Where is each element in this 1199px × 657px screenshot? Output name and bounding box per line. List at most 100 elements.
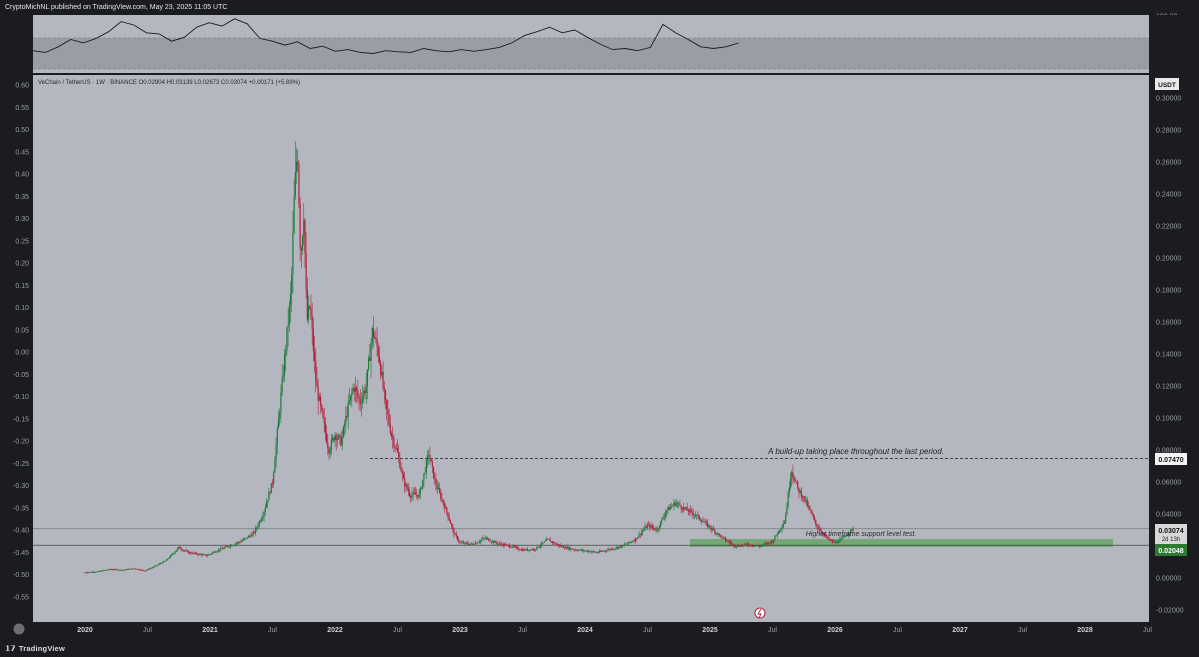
- candle-body: [782, 523, 784, 527]
- candle-body: [697, 514, 699, 516]
- candle-body: [801, 497, 804, 498]
- candle-body: [557, 544, 560, 546]
- candle-body: [174, 551, 176, 554]
- candle-body: [404, 478, 406, 487]
- candle-body: [222, 548, 224, 550]
- candle-body: [767, 542, 769, 544]
- support-annotation: Higher timeframe support level test.: [806, 531, 917, 538]
- bar-countdown: 2d 13h: [1162, 537, 1180, 543]
- candle-body: [615, 547, 617, 549]
- candle-body: [252, 532, 254, 534]
- left-tick-label: 0.10: [15, 305, 29, 312]
- time-tick-label: 2021: [202, 627, 218, 634]
- candle-body: [231, 545, 233, 547]
- candle-body: [852, 529, 854, 531]
- candle-body: [322, 409, 324, 418]
- candle-body: [530, 549, 532, 551]
- candle-body: [318, 396, 320, 401]
- candle-body: [578, 550, 580, 551]
- candle-body: [563, 547, 566, 549]
- candle-body: [710, 527, 712, 530]
- support-zone[interactable]: [690, 539, 1113, 547]
- candle-body: [98, 571, 101, 572]
- candle-body: [735, 546, 738, 548]
- candle-body: [845, 535, 847, 537]
- candle-body: [571, 548, 573, 550]
- time-tick-label: 2025: [702, 627, 718, 634]
- candle-body: [221, 548, 223, 549]
- candle-body: [483, 538, 485, 539]
- candle-body: [565, 546, 567, 549]
- candle-body: [756, 545, 758, 546]
- chart-area[interactable]: 100.0075.0050.0025.00 0.600.550.500.450.…: [0, 0, 1199, 640]
- left-tick-label: 0.60: [15, 83, 29, 90]
- candle-body: [151, 567, 153, 569]
- brand-name: TradingView: [18, 644, 66, 653]
- candle-body: [622, 545, 625, 546]
- candle-body: [688, 509, 691, 512]
- candle-body: [455, 534, 457, 537]
- candle-body: [656, 528, 658, 531]
- candle-body: [234, 543, 236, 545]
- candle-body: [526, 548, 528, 551]
- candle-body: [440, 492, 442, 499]
- candle-body: [682, 507, 685, 510]
- candle-body: [822, 533, 824, 535]
- candle-body: [376, 338, 378, 347]
- candle-body: [423, 473, 425, 480]
- candle-body: [429, 455, 431, 460]
- candle-body: [164, 560, 167, 562]
- candle-body: [328, 448, 330, 454]
- candle-body: [244, 538, 246, 540]
- candle-body: [267, 500, 269, 504]
- candle-body: [191, 553, 193, 555]
- candle-body: [675, 503, 677, 506]
- candle-body: [791, 472, 793, 479]
- candle-body: [775, 535, 777, 537]
- candle-body: [316, 381, 318, 388]
- candle-body: [362, 396, 364, 404]
- candle-body: [494, 541, 496, 543]
- resistance-badge: [1155, 453, 1187, 465]
- candle-body: [368, 357, 370, 370]
- candle-body: [282, 375, 284, 378]
- candle-body: [259, 520, 262, 522]
- candle-body: [95, 571, 97, 573]
- tradingview-logo[interactable]: 𝟭𝟳 TradingView: [5, 640, 65, 657]
- candle-body: [473, 544, 476, 546]
- candle-body: [466, 542, 468, 545]
- candle-body: [643, 529, 645, 531]
- candle-body: [640, 532, 643, 535]
- candle-body: [315, 360, 317, 382]
- candle-body: [406, 484, 408, 490]
- symbol-info: VeChain / TetherUS · 1W · BINANCE O0.029…: [38, 80, 300, 86]
- candle-body: [514, 546, 516, 548]
- candle-body: [298, 164, 300, 205]
- candle-body: [384, 390, 387, 400]
- candle-body: [280, 392, 282, 413]
- candle-body: [143, 570, 145, 572]
- candle-body: [275, 444, 277, 461]
- candle-body: [850, 529, 852, 533]
- flash-event-icon[interactable]: [754, 607, 766, 619]
- candle-body: [277, 418, 280, 429]
- settings-dot-icon[interactable]: [13, 623, 25, 635]
- candle-body: [524, 549, 526, 551]
- candle-body: [96, 571, 98, 573]
- candle-body: [693, 514, 695, 516]
- candle-body: [806, 500, 808, 507]
- candle-body: [660, 521, 662, 527]
- candle-body: [547, 538, 549, 540]
- candle-body: [781, 526, 783, 529]
- candle-body: [513, 545, 515, 547]
- right-tick-label: 0.00000: [1156, 576, 1181, 583]
- candle-body: [714, 530, 716, 533]
- support-price: 0.02048: [1158, 548, 1183, 555]
- candle-body: [663, 516, 665, 518]
- candle-body: [669, 507, 671, 510]
- candle-body: [575, 549, 578, 551]
- candle-body: [618, 546, 620, 549]
- candle-body: [777, 530, 780, 535]
- candle-body: [393, 438, 395, 447]
- candle-body: [334, 434, 336, 441]
